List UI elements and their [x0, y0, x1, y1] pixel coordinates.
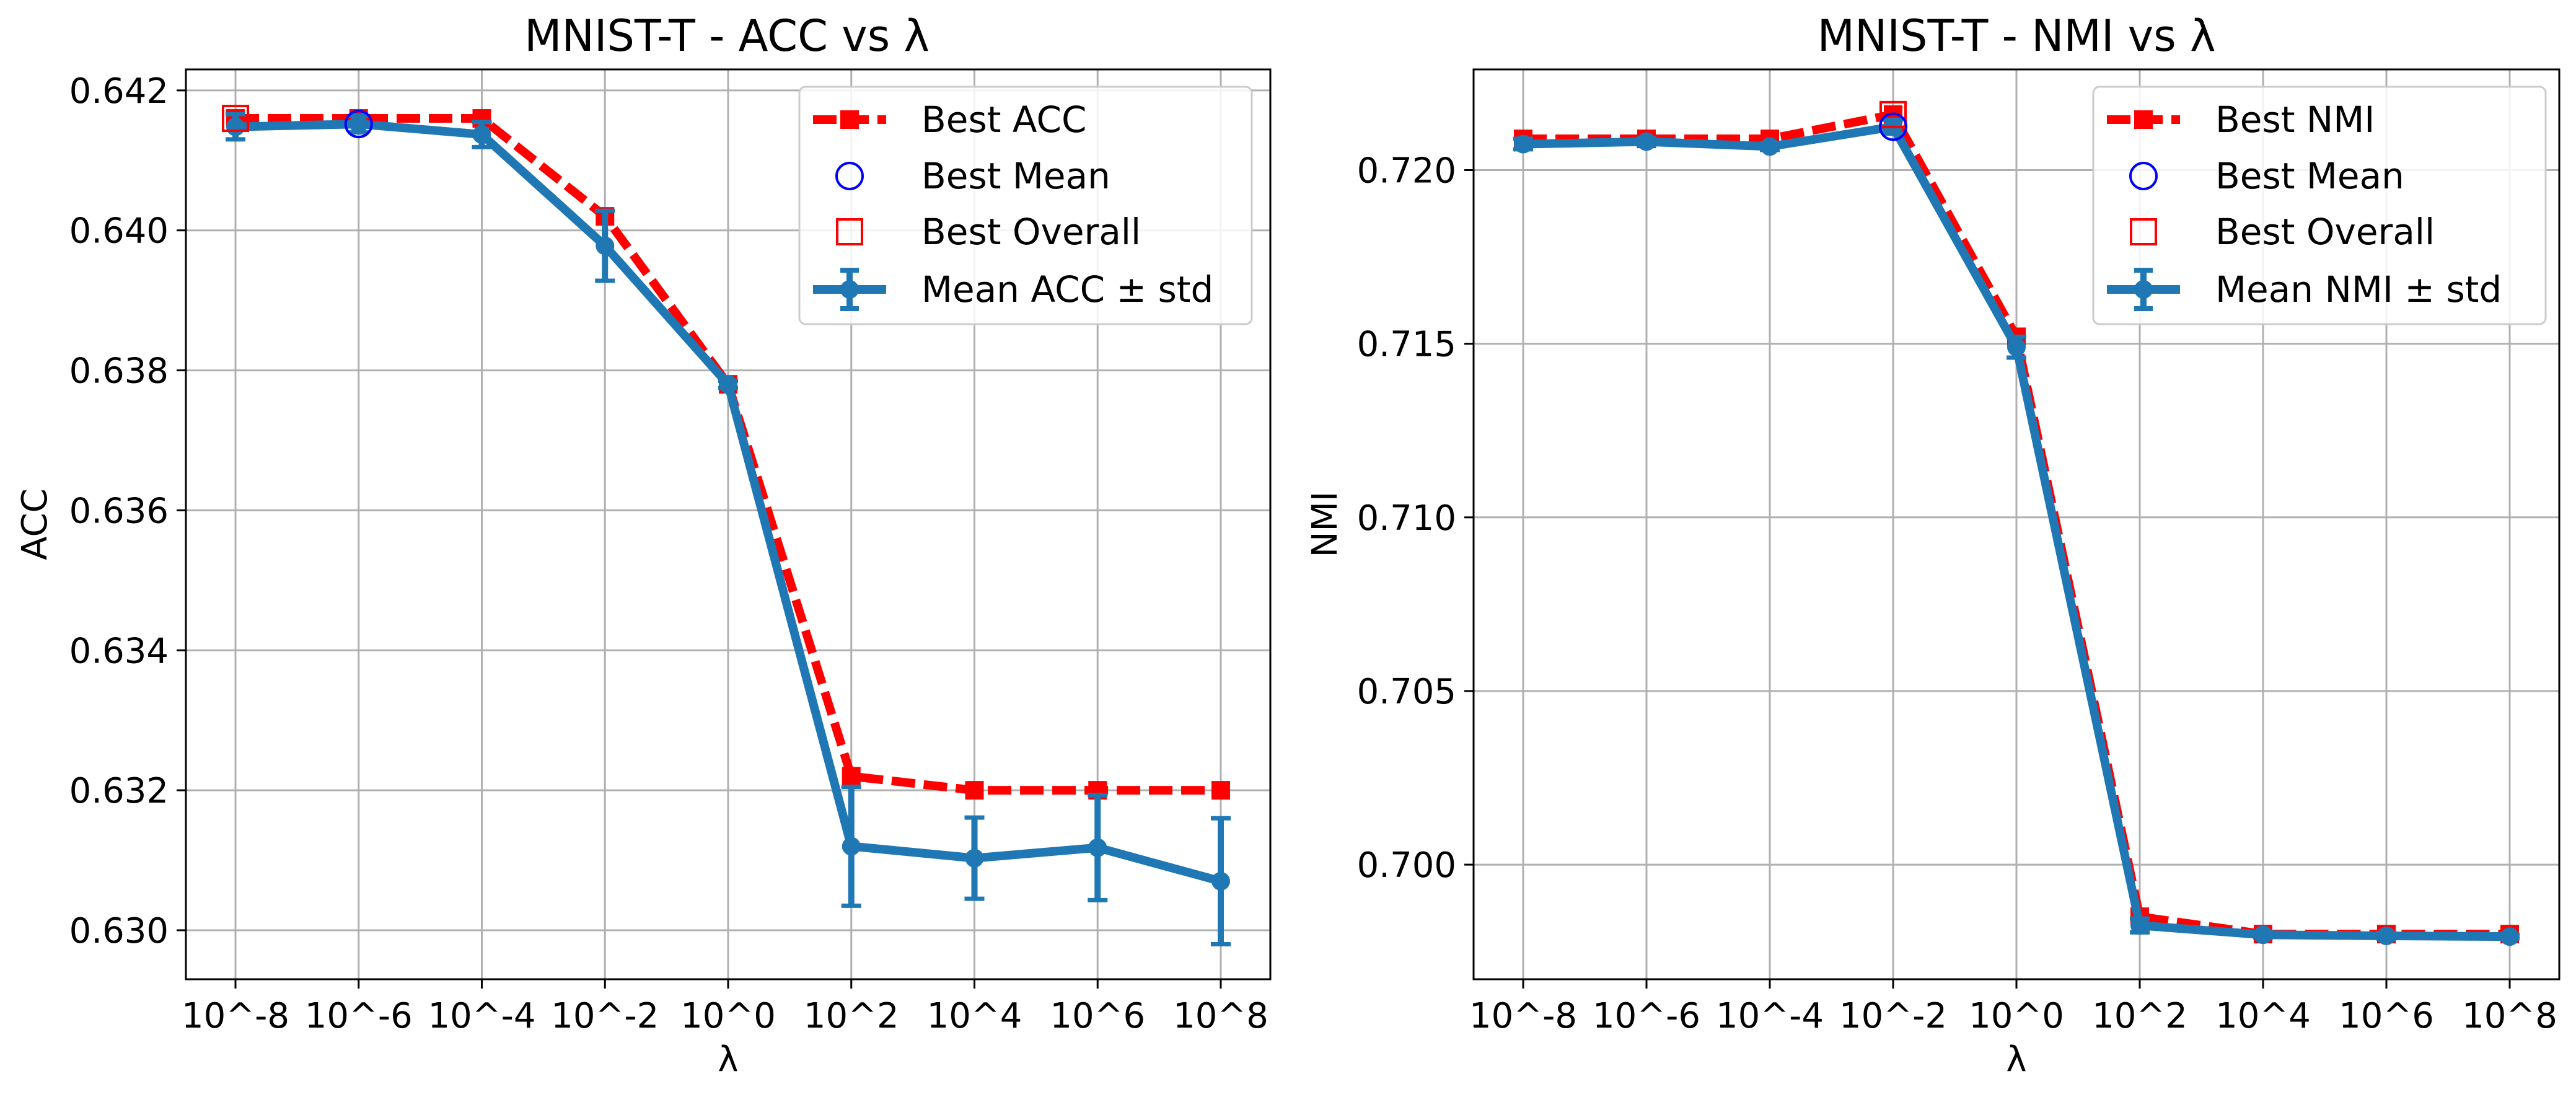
x-tick-label: 10^2	[2092, 996, 2187, 1036]
legend-entry-best-overall: Best Overall	[836, 211, 1141, 253]
x-tick-label: 10^6	[1050, 996, 1145, 1036]
y-tick-label: 0.642	[69, 71, 169, 112]
series-best-line	[235, 114, 1221, 795]
legend-label: Best Overall	[921, 211, 1141, 253]
mean-point-marker	[2130, 916, 2149, 935]
legend-label: Mean ACC ± std	[921, 268, 1213, 311]
mean-point-marker	[2377, 926, 2396, 945]
x-tick-label: 10^-8	[1469, 996, 1577, 1036]
x-tick-label: 10^6	[2339, 996, 2434, 1036]
y-tick-label: 0.638	[69, 351, 169, 392]
y-tick-label: 0.705	[1357, 672, 1456, 712]
x-tick-label: 10^4	[927, 996, 1022, 1036]
y-axis-label: ACC	[15, 488, 55, 560]
y-axis-label: NMI	[1305, 491, 1345, 558]
mean-point-marker	[1637, 132, 1656, 151]
legend-entry-best-mean: Best Mean	[835, 155, 1110, 197]
acc-chart: MNIST-T - ACC vs λ 10^-8 10^-6 10^-4 10^-2 1…	[15, 11, 1272, 1080]
x-tick-label: 10^-6	[305, 996, 413, 1036]
legend: Best NMI Best Mean Best Overall Mean NMI…	[2092, 86, 2547, 325]
x-tick-label: 10^-2	[1839, 996, 1947, 1036]
legend-label: Best ACC	[921, 99, 1087, 141]
legend-entry-best-line: Best NMI	[2107, 99, 2375, 141]
x-axis-label: λ	[2006, 1039, 2026, 1080]
mean-point-marker	[1761, 137, 1779, 156]
x-tick-label: 10^8	[1173, 996, 1268, 1036]
mean-point-marker	[965, 848, 984, 868]
mean-point-marker	[2007, 338, 2026, 357]
best-overall-marker	[222, 105, 249, 133]
x-tick-label: 10^4	[2215, 996, 2311, 1036]
x-tick-label: 10^8	[2462, 996, 2557, 1036]
y-tick-label: 0.634	[69, 631, 169, 671]
x-tick-label: 10^0	[680, 996, 776, 1036]
y-tick-label: 0.640	[69, 211, 169, 252]
x-tick-label: 10^-2	[551, 996, 659, 1036]
legend-frame	[2092, 86, 2547, 325]
mean-point-marker	[2500, 927, 2519, 946]
mean-point-marker	[596, 236, 615, 255]
mean-point-marker	[842, 837, 861, 856]
legend-entry-best-overall: Best Overall	[2130, 211, 2435, 253]
chart-title: MNIST-T - NMI vs λ	[1818, 11, 2216, 61]
y-tick-label: 0.710	[1357, 498, 1456, 539]
legend: Best ACC Best Mean Best Overall Mean ACC…	[798, 86, 1253, 325]
legend-label: Best NMI	[2215, 99, 2375, 141]
best-point-marker	[842, 767, 861, 786]
mean-point-marker	[472, 125, 491, 144]
best-mean-marker	[344, 110, 373, 139]
x-tick-label: 10^-4	[1716, 996, 1824, 1036]
mean-point-marker	[1088, 838, 1107, 857]
best-overall-marker	[1879, 100, 1907, 128]
x-tick-label: 10^-8	[182, 996, 289, 1036]
legend-label: Mean NMI ± std	[2215, 268, 2502, 311]
x-tick-label: 10^0	[1969, 996, 2064, 1036]
legend-frame	[798, 86, 1253, 325]
nmi-chart: MNIST-T - NMI vs λ 10^-8 10^-6 10^-4 10^-2 1…	[1305, 11, 2561, 1080]
mean-point-marker	[349, 115, 368, 134]
mean-point-marker	[1211, 871, 1230, 891]
y-tick-label: 0.700	[1357, 845, 1456, 886]
y-tick-label: 0.630	[69, 911, 169, 951]
legend-entry-mean-std: Mean NMI ± std	[2107, 268, 2502, 311]
x-axis-label: λ	[718, 1039, 738, 1080]
legend-entry-best-line: Best ACC	[813, 99, 1087, 141]
best-mean-marker	[1879, 112, 1907, 141]
legend-label: Best Mean	[921, 155, 1110, 197]
x-tick-label: 10^-4	[428, 996, 535, 1036]
y-tick-label: 0.632	[69, 771, 169, 811]
chart-title: MNIST-T - ACC vs λ	[524, 11, 930, 61]
x-tick-label: 10^2	[804, 996, 899, 1036]
x-tick-label: 10^-6	[1593, 996, 1700, 1036]
legend-entry-best-mean: Best Mean	[2129, 155, 2404, 197]
best-point-marker	[1211, 781, 1230, 800]
legend-label: Best Mean	[2215, 155, 2404, 197]
y-tick-label: 0.636	[69, 491, 169, 531]
mean-point-marker	[226, 117, 245, 136]
y-tick-label: 0.720	[1357, 151, 1456, 191]
mean-point-marker	[1514, 134, 1532, 154]
legend-label: Best Overall	[2215, 211, 2435, 253]
mean-point-marker	[719, 375, 737, 394]
legend-entry-mean-std: Mean ACC ± std	[813, 268, 1213, 311]
mean-point-marker	[2254, 925, 2272, 945]
y-tick-label: 0.715	[1357, 325, 1456, 365]
best-point-marker	[965, 781, 984, 800]
